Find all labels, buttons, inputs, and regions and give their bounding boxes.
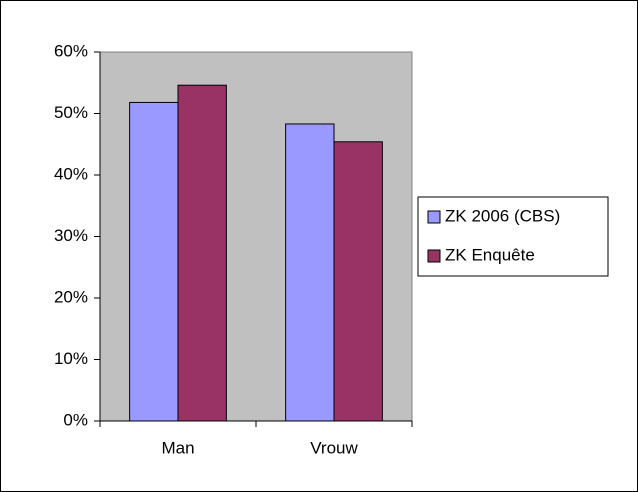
bar bbox=[333, 141, 383, 422]
legend-swatch bbox=[427, 210, 441, 224]
bar bbox=[177, 84, 227, 422]
y-tick-label: 10% bbox=[54, 349, 88, 368]
legend-label: ZK Enquête bbox=[445, 245, 535, 264]
y-tick-label: 30% bbox=[54, 226, 88, 245]
y-tick-label: 60% bbox=[54, 41, 88, 60]
bar bbox=[285, 123, 335, 422]
legend-swatch bbox=[427, 249, 441, 263]
y-tick-label: 50% bbox=[54, 103, 88, 122]
x-tick-label: Man bbox=[161, 438, 194, 457]
bar bbox=[129, 101, 179, 422]
y-tick-label: 20% bbox=[54, 287, 88, 306]
legend-label: ZK 2006 (CBS) bbox=[445, 206, 560, 225]
x-tick-label: Vrouw bbox=[310, 438, 358, 457]
y-tick-label: 40% bbox=[54, 164, 88, 183]
y-tick-label: 0% bbox=[63, 410, 88, 429]
legend-box bbox=[417, 196, 609, 277]
